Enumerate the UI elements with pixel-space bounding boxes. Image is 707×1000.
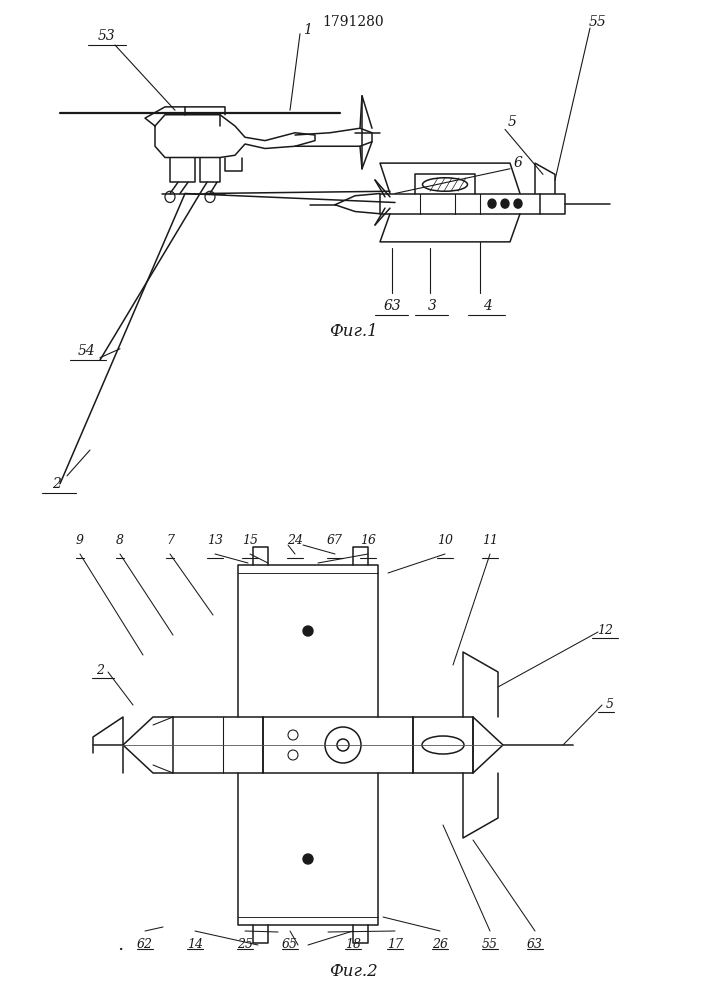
Text: 54: 54 xyxy=(78,344,96,358)
Text: 2: 2 xyxy=(52,477,62,491)
Text: 26: 26 xyxy=(432,938,448,952)
Text: 2: 2 xyxy=(96,664,104,676)
Text: 55: 55 xyxy=(589,15,607,29)
Text: 63: 63 xyxy=(527,938,543,952)
Text: 62: 62 xyxy=(137,938,153,952)
Text: 25: 25 xyxy=(237,938,253,952)
Text: 10: 10 xyxy=(437,534,453,546)
Text: 13: 13 xyxy=(207,534,223,546)
Text: 14: 14 xyxy=(187,938,203,952)
Text: 5: 5 xyxy=(508,114,516,128)
Text: .: . xyxy=(117,936,123,954)
Text: 1791280: 1791280 xyxy=(322,15,384,29)
Circle shape xyxy=(303,854,313,864)
Circle shape xyxy=(514,199,522,208)
Text: 12: 12 xyxy=(597,624,613,637)
Text: 65: 65 xyxy=(282,938,298,952)
Text: 67: 67 xyxy=(327,534,343,546)
Text: 16: 16 xyxy=(360,534,376,546)
Text: 1: 1 xyxy=(303,23,312,37)
Text: 11: 11 xyxy=(482,534,498,546)
Text: 24: 24 xyxy=(287,534,303,546)
Text: 6: 6 xyxy=(513,156,522,170)
Circle shape xyxy=(488,199,496,208)
Text: 17: 17 xyxy=(387,938,403,952)
Text: 3: 3 xyxy=(428,299,436,313)
Text: 5: 5 xyxy=(606,698,614,712)
Text: 55: 55 xyxy=(482,938,498,952)
Text: 7: 7 xyxy=(166,534,174,546)
Text: 4: 4 xyxy=(483,299,491,313)
Text: 18: 18 xyxy=(345,938,361,952)
Text: Фиг.1: Фиг.1 xyxy=(329,323,378,340)
Text: Фиг.2: Фиг.2 xyxy=(329,964,378,980)
Circle shape xyxy=(303,626,313,636)
Circle shape xyxy=(501,199,509,208)
Text: 53: 53 xyxy=(98,29,116,43)
Text: 15: 15 xyxy=(242,534,258,546)
Text: 63: 63 xyxy=(383,299,401,313)
Text: 9: 9 xyxy=(76,534,84,546)
Text: 8: 8 xyxy=(116,534,124,546)
